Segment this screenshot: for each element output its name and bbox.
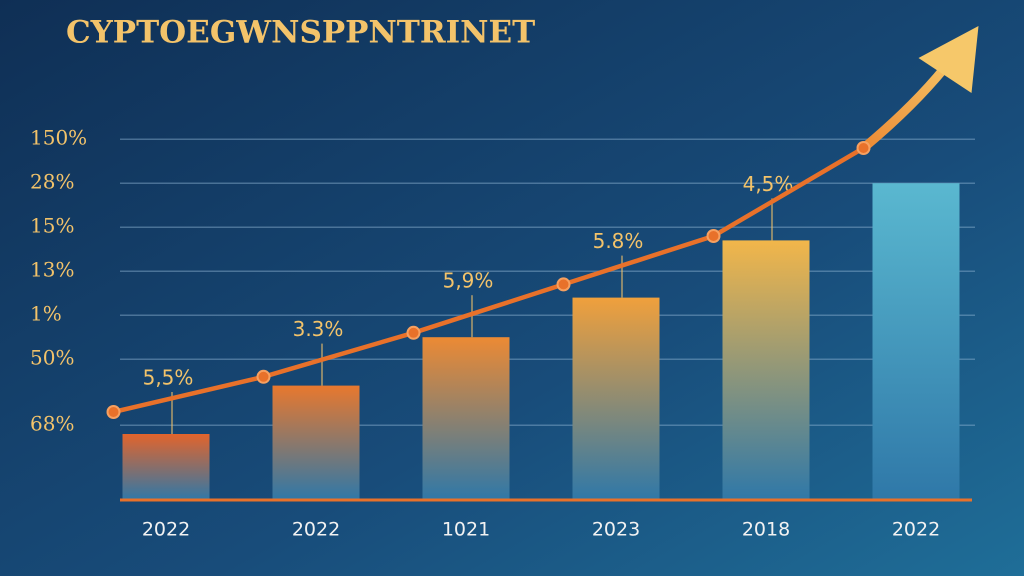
x-tick-label: 2023 — [592, 519, 640, 541]
trend-point — [856, 141, 871, 155]
y-tick-label: 13% — [30, 258, 74, 282]
trend-line — [112, 146, 865, 415]
x-tick-label: 2022 — [292, 519, 340, 541]
trend-point — [106, 405, 121, 419]
bar — [872, 183, 960, 500]
y-tick-label: 68% — [30, 412, 74, 436]
y-tick-label: 28% — [30, 170, 74, 194]
bar — [572, 297, 660, 500]
x-tick-label: 1021 — [442, 519, 490, 541]
annotation: 5.8% — [593, 229, 644, 253]
x-tick-label: 2018 — [742, 519, 790, 541]
bar — [272, 385, 360, 500]
x-tick-label: 2022 — [142, 519, 190, 541]
annotation: 5,5% — [143, 366, 194, 390]
trend-point — [556, 277, 571, 292]
y-tick-label: 15% — [30, 214, 74, 238]
chart-title: CYPTOEGWNSPPNTRINET — [66, 15, 535, 51]
trend-point — [406, 325, 421, 340]
bar — [122, 434, 210, 500]
bar — [422, 337, 510, 500]
trend-point — [706, 229, 721, 243]
y-tick-label: 1% — [30, 302, 62, 326]
y-tick-label: 150% — [30, 126, 87, 150]
bar — [722, 240, 810, 500]
trend-point — [256, 369, 271, 384]
arrow-head — [918, 26, 979, 93]
annotation: 3.3% — [293, 317, 344, 341]
y-tick-label: 50% — [30, 346, 74, 370]
annotation: 5,9% — [443, 269, 494, 293]
x-tick-label: 2022 — [892, 519, 940, 541]
